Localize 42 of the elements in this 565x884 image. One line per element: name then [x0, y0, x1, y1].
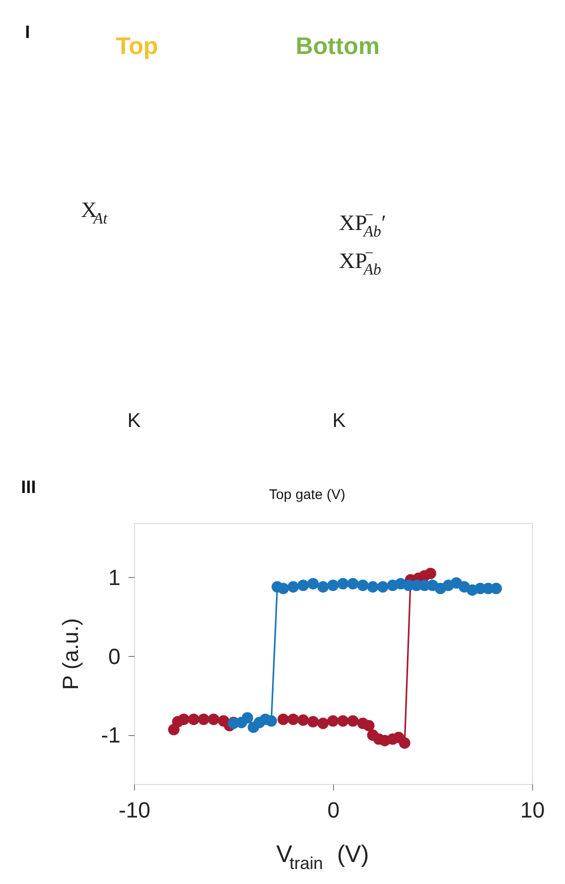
point: [188, 714, 200, 726]
y-tick-label: -1: [100, 722, 120, 748]
x-tick-label: 10: [520, 798, 545, 822]
point: [317, 718, 329, 729]
text: K: [332, 410, 346, 432]
point: [347, 578, 359, 590]
text: Top: [116, 33, 158, 60]
point: [387, 580, 398, 591]
point: [307, 716, 319, 728]
point: [377, 581, 388, 593]
y-tick-label: 1: [108, 564, 120, 590]
point: [357, 580, 369, 591]
point: [347, 715, 359, 727]
point: [248, 722, 260, 733]
point: [398, 737, 410, 749]
point: [317, 581, 329, 593]
point: [198, 714, 210, 726]
text: K: [127, 410, 142, 432]
point: [178, 714, 190, 726]
point: [327, 715, 339, 727]
x-tick-label: 0: [327, 798, 340, 822]
text: I: [25, 22, 30, 42]
point: [367, 581, 378, 593]
point: [208, 714, 220, 726]
point: [297, 714, 309, 726]
y-axis-title: P (a.u.): [58, 618, 83, 690]
point: [297, 580, 309, 591]
point: [278, 714, 289, 726]
point: [307, 578, 319, 590]
x-tick-label: -10: [118, 798, 150, 822]
point: [288, 581, 299, 593]
point: [337, 578, 349, 590]
point: [337, 715, 349, 727]
y-tick-label: 0: [108, 644, 120, 669]
point: [424, 568, 436, 580]
chart-title: III: [21, 477, 36, 497]
text: Top gate (V): [269, 486, 346, 502]
point: [288, 714, 299, 726]
point: [363, 720, 375, 732]
text: Bottom: [296, 33, 380, 60]
point: [327, 580, 339, 591]
point: [272, 581, 283, 593]
